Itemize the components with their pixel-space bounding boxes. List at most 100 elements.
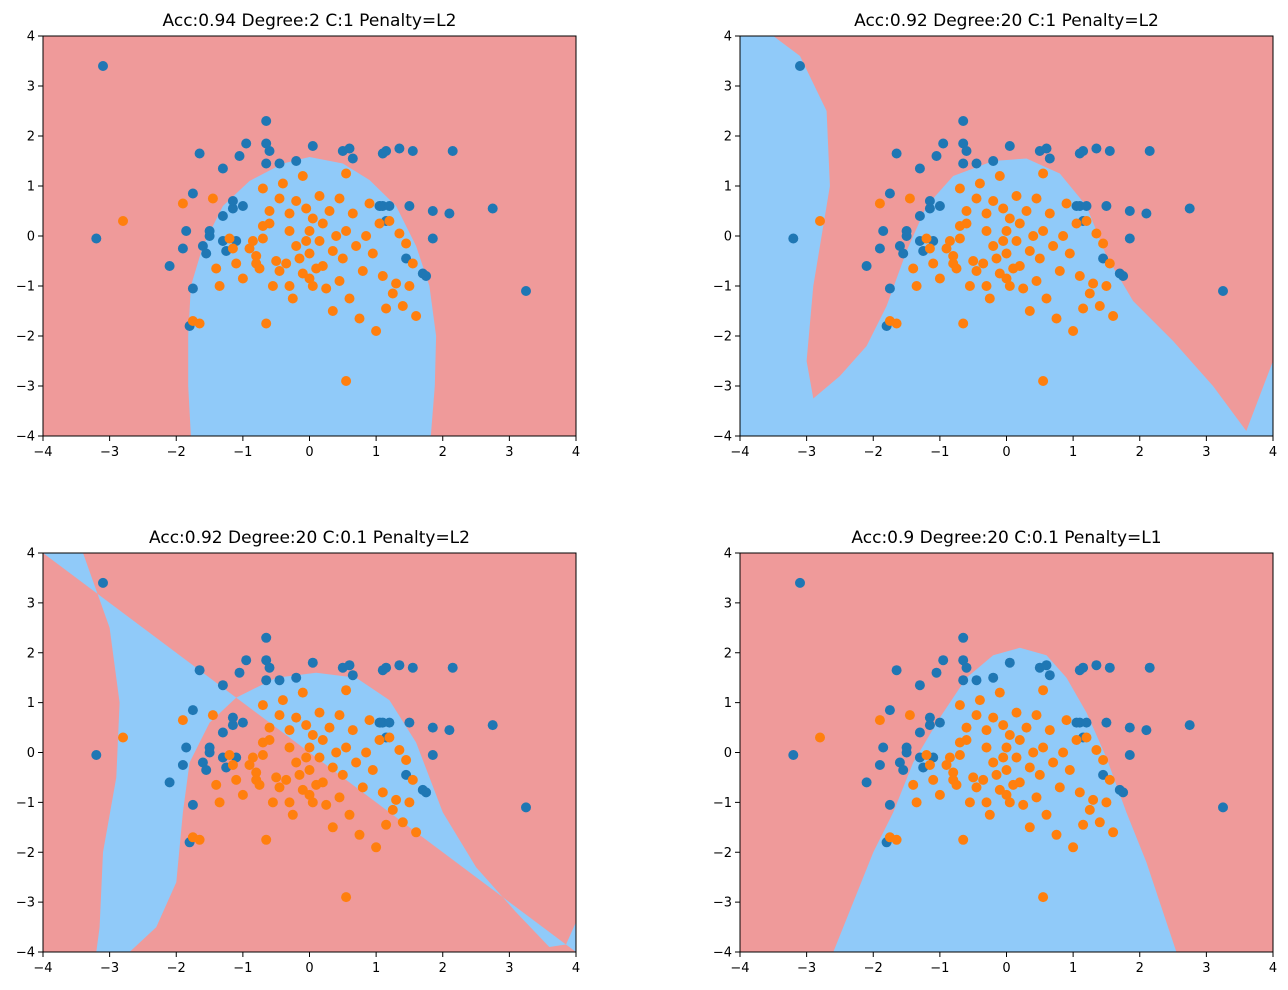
point-class_1 <box>231 774 242 785</box>
point-class_1 <box>954 183 965 194</box>
y-tick-label: 3 <box>27 80 35 95</box>
point-class_1 <box>367 765 378 775</box>
point-class_1 <box>267 281 278 291</box>
point-class_0 <box>227 203 238 214</box>
point-class_0 <box>187 705 198 716</box>
x-tick-label: 2 <box>439 961 447 976</box>
point-class_1 <box>1051 829 1062 840</box>
point-class_0 <box>958 675 969 686</box>
point-class_0 <box>204 226 215 236</box>
point-class_1 <box>227 760 238 770</box>
point-class_1 <box>404 797 415 808</box>
x-tick-label: 2 <box>1136 961 1144 976</box>
point-class_1 <box>284 797 295 808</box>
x-tick-label: 1 <box>372 961 380 976</box>
y-tick-label: 3 <box>27 596 35 611</box>
point-class_0 <box>898 765 909 775</box>
point-class_1 <box>1018 799 1029 810</box>
point-class_1 <box>331 747 342 758</box>
point-class_0 <box>938 655 949 666</box>
point-class_1 <box>294 769 305 780</box>
point-class_1 <box>971 782 982 793</box>
point-class_1 <box>815 732 825 743</box>
point-class_0 <box>1144 662 1155 673</box>
x-tick-label: −1 <box>930 445 949 460</box>
point-class_1 <box>224 750 235 760</box>
point-class_1 <box>274 710 285 721</box>
point-class_1 <box>1098 755 1109 765</box>
x-tick-label: 3 <box>1202 961 1210 976</box>
point-class_1 <box>304 248 315 259</box>
point-class_0 <box>404 201 415 211</box>
point-class_0 <box>924 203 935 214</box>
point-class_1 <box>988 712 999 723</box>
point-class_0 <box>988 156 999 166</box>
point-class_1 <box>984 293 995 304</box>
y-tick-label: 1 <box>724 180 732 195</box>
point-class_0 <box>347 153 358 164</box>
point-class_1 <box>961 735 972 745</box>
point-class_1 <box>891 834 902 845</box>
point-class_1 <box>981 226 992 236</box>
y-tick-label: 3 <box>724 80 732 95</box>
point-class_1 <box>371 326 382 336</box>
point-class_1 <box>1104 774 1115 785</box>
point-class_1 <box>1101 797 1112 808</box>
point-class_1 <box>1044 725 1055 736</box>
point-class_1 <box>908 263 919 274</box>
point-class_1 <box>277 178 288 189</box>
point-class_1 <box>194 318 205 329</box>
point-class_0 <box>204 742 215 753</box>
point-class_1 <box>981 742 992 753</box>
point-class_0 <box>914 680 925 691</box>
point-class_1 <box>387 804 398 815</box>
point-class_1 <box>374 218 385 229</box>
point-class_1 <box>971 266 982 276</box>
point-class_1 <box>177 198 188 209</box>
subplot-bottom-left: −4 −3 −2 −1 0 1 2 3 4 −4 −3 −2 −1 0 1 2 3 4 Acc:0.92 Degre… <box>16 528 580 976</box>
point-class_1 <box>214 797 225 808</box>
point-class_1 <box>377 787 388 798</box>
point-class_1 <box>904 193 915 204</box>
point-class_1 <box>314 191 325 201</box>
point-class_1 <box>948 251 959 261</box>
point-class_1 <box>1011 191 1022 201</box>
x-tick-label: 2 <box>439 445 447 460</box>
x-tick-label: 0 <box>305 961 313 976</box>
x-tick-label: −2 <box>864 445 883 460</box>
point-class_1 <box>254 263 265 274</box>
y-tick-label: −3 <box>16 896 35 911</box>
point-class_1 <box>921 750 932 760</box>
point-class_0 <box>427 722 438 733</box>
point-class_0 <box>874 243 885 254</box>
point-class_1 <box>951 263 962 274</box>
point-class_1 <box>944 236 955 246</box>
point-class_0 <box>1044 670 1055 681</box>
point-class_1 <box>954 233 965 244</box>
point-class_0 <box>924 712 935 723</box>
point-class_1 <box>387 288 398 299</box>
point-class_1 <box>1038 892 1049 903</box>
y-tick-label: 2 <box>724 646 732 661</box>
point-class_1 <box>284 742 295 753</box>
point-class_1 <box>1071 735 1082 745</box>
point-class_1 <box>961 206 972 216</box>
point-class_0 <box>1004 657 1015 668</box>
point-class_1 <box>301 752 312 763</box>
point-class_0 <box>194 148 205 159</box>
point-class_1 <box>1004 730 1015 740</box>
x-tick-label: −3 <box>797 961 816 976</box>
point-class_0 <box>1141 208 1152 219</box>
point-class_1 <box>1038 742 1049 753</box>
point-class_1 <box>118 732 128 743</box>
x-tick-label: 4 <box>572 445 580 460</box>
point-class_1 <box>1108 827 1119 838</box>
point-class_1 <box>1101 281 1112 291</box>
point-class_1 <box>1028 231 1039 241</box>
point-class_1 <box>334 792 345 803</box>
point-class_1 <box>1001 273 1012 284</box>
y-tick-label: −1 <box>713 280 732 295</box>
point-class_1 <box>207 193 218 204</box>
point-class_1 <box>344 809 355 820</box>
point-class_1 <box>281 774 292 785</box>
